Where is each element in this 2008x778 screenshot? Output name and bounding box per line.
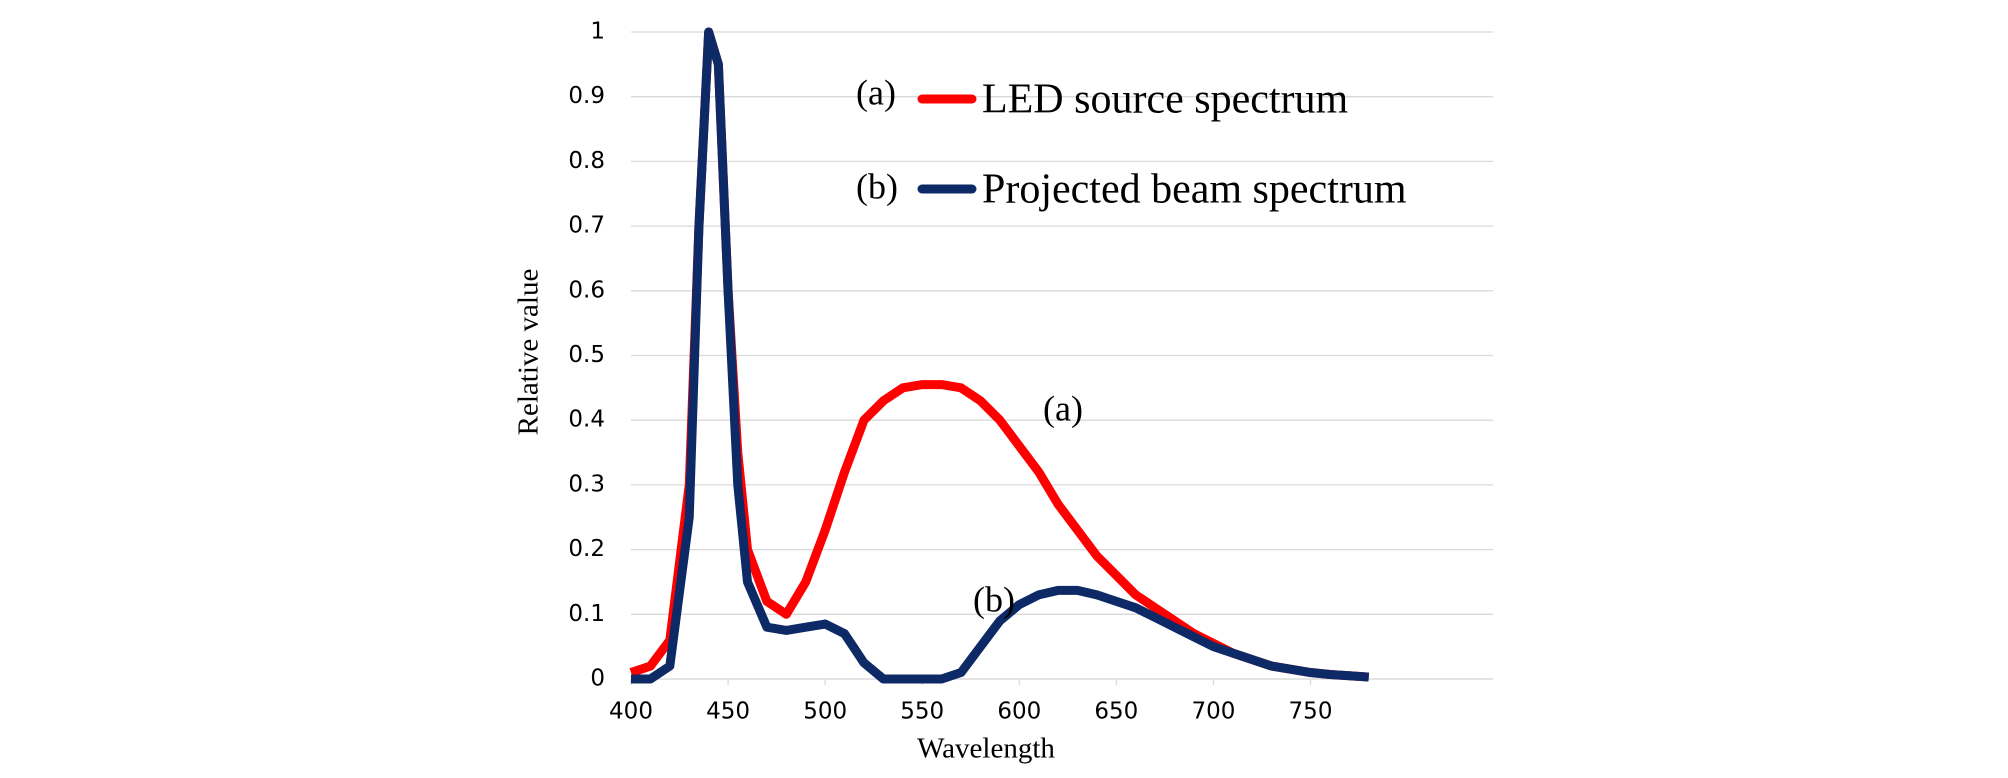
y-tick-label: 0.1: [568, 601, 605, 627]
y-tick-label: 0.5: [568, 342, 605, 368]
y-tick-label: 0.2: [568, 536, 605, 562]
legend-label: LED source spectrum: [982, 77, 1349, 123]
x-tick-label: 650: [1094, 699, 1138, 725]
y-tick-label: 0.8: [568, 148, 605, 174]
x-tick-label: 500: [803, 699, 847, 725]
y-tick-label: 0.9: [568, 83, 605, 109]
annotation: (b): [973, 579, 1015, 619]
x-tick-label: 450: [706, 699, 750, 725]
series-line: [631, 27, 1370, 684]
annotation: (a): [1043, 388, 1083, 428]
y-tick-label: 0.7: [568, 213, 605, 239]
y-tick-label: 0.6: [568, 277, 605, 303]
legend-label: Projected beam spectrum: [982, 167, 1407, 213]
x-tick-label: 550: [900, 699, 944, 725]
annotation: (b): [856, 166, 898, 206]
x-tick-label: 600: [997, 699, 1041, 725]
y-tick-label: 0: [590, 666, 605, 692]
x-tick-label: 750: [1289, 699, 1333, 725]
y-tick-label: 0.3: [568, 471, 605, 497]
y-axis-title: Relative value: [513, 269, 545, 436]
annotation: (a): [856, 72, 896, 112]
y-tick-label: 0.4: [568, 407, 605, 433]
y-tick-label: 1: [590, 19, 605, 45]
x-tick-label: 400: [609, 699, 653, 725]
x-axis-title: Wavelength: [917, 733, 1055, 765]
x-tick-label: 700: [1191, 699, 1235, 725]
